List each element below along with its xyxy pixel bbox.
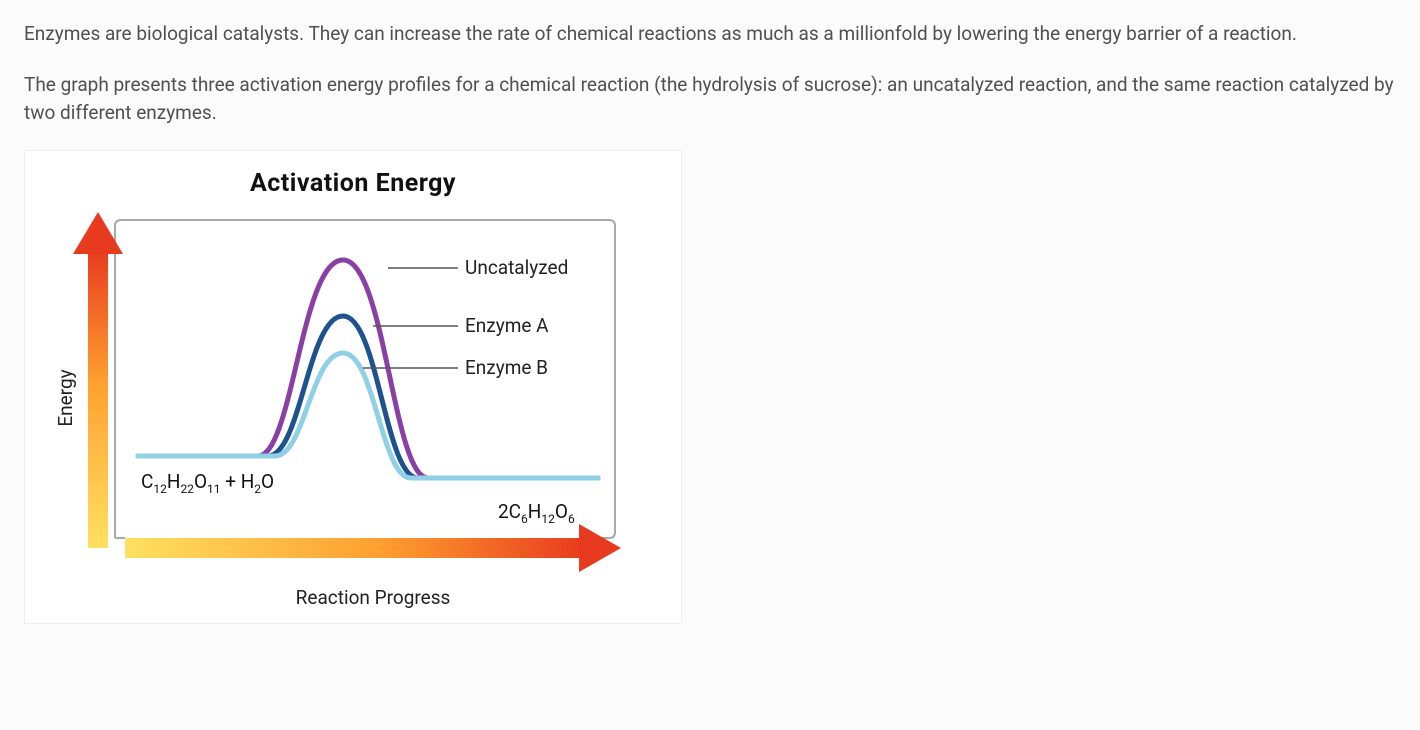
chart-title: Activation Energy: [43, 169, 663, 198]
intro-paragraph-2: The graph presents three activation ener…: [24, 71, 1396, 128]
product-formula: 2C6H12O6: [498, 500, 575, 526]
reactant-formula: C12H22O11 + H2O: [141, 470, 274, 496]
legend-label-enzyme-b: Enzyme B: [465, 356, 548, 379]
y-axis-label: Energy: [54, 369, 77, 426]
intro-text: Enzymes are biological catalysts. They c…: [24, 20, 1396, 128]
legend-label-enzyme-a: Enzyme A: [465, 314, 549, 337]
activation-energy-figure: Activation Energy Energy: [24, 150, 682, 624]
chart-svg: Uncatalyzed Enzyme A Enzyme B C12H22O11 + …: [43, 208, 663, 588]
chart-area: Energy: [43, 208, 663, 588]
legend: Uncatalyzed Enzyme A Enzyme B: [363, 256, 568, 379]
intro-paragraph-1: Enzymes are biological catalysts. They c…: [24, 20, 1396, 49]
x-axis-arrow: [125, 524, 621, 572]
x-axis-label: Reaction Progress: [83, 586, 663, 609]
legend-label-uncatalyzed: Uncatalyzed: [465, 256, 568, 279]
